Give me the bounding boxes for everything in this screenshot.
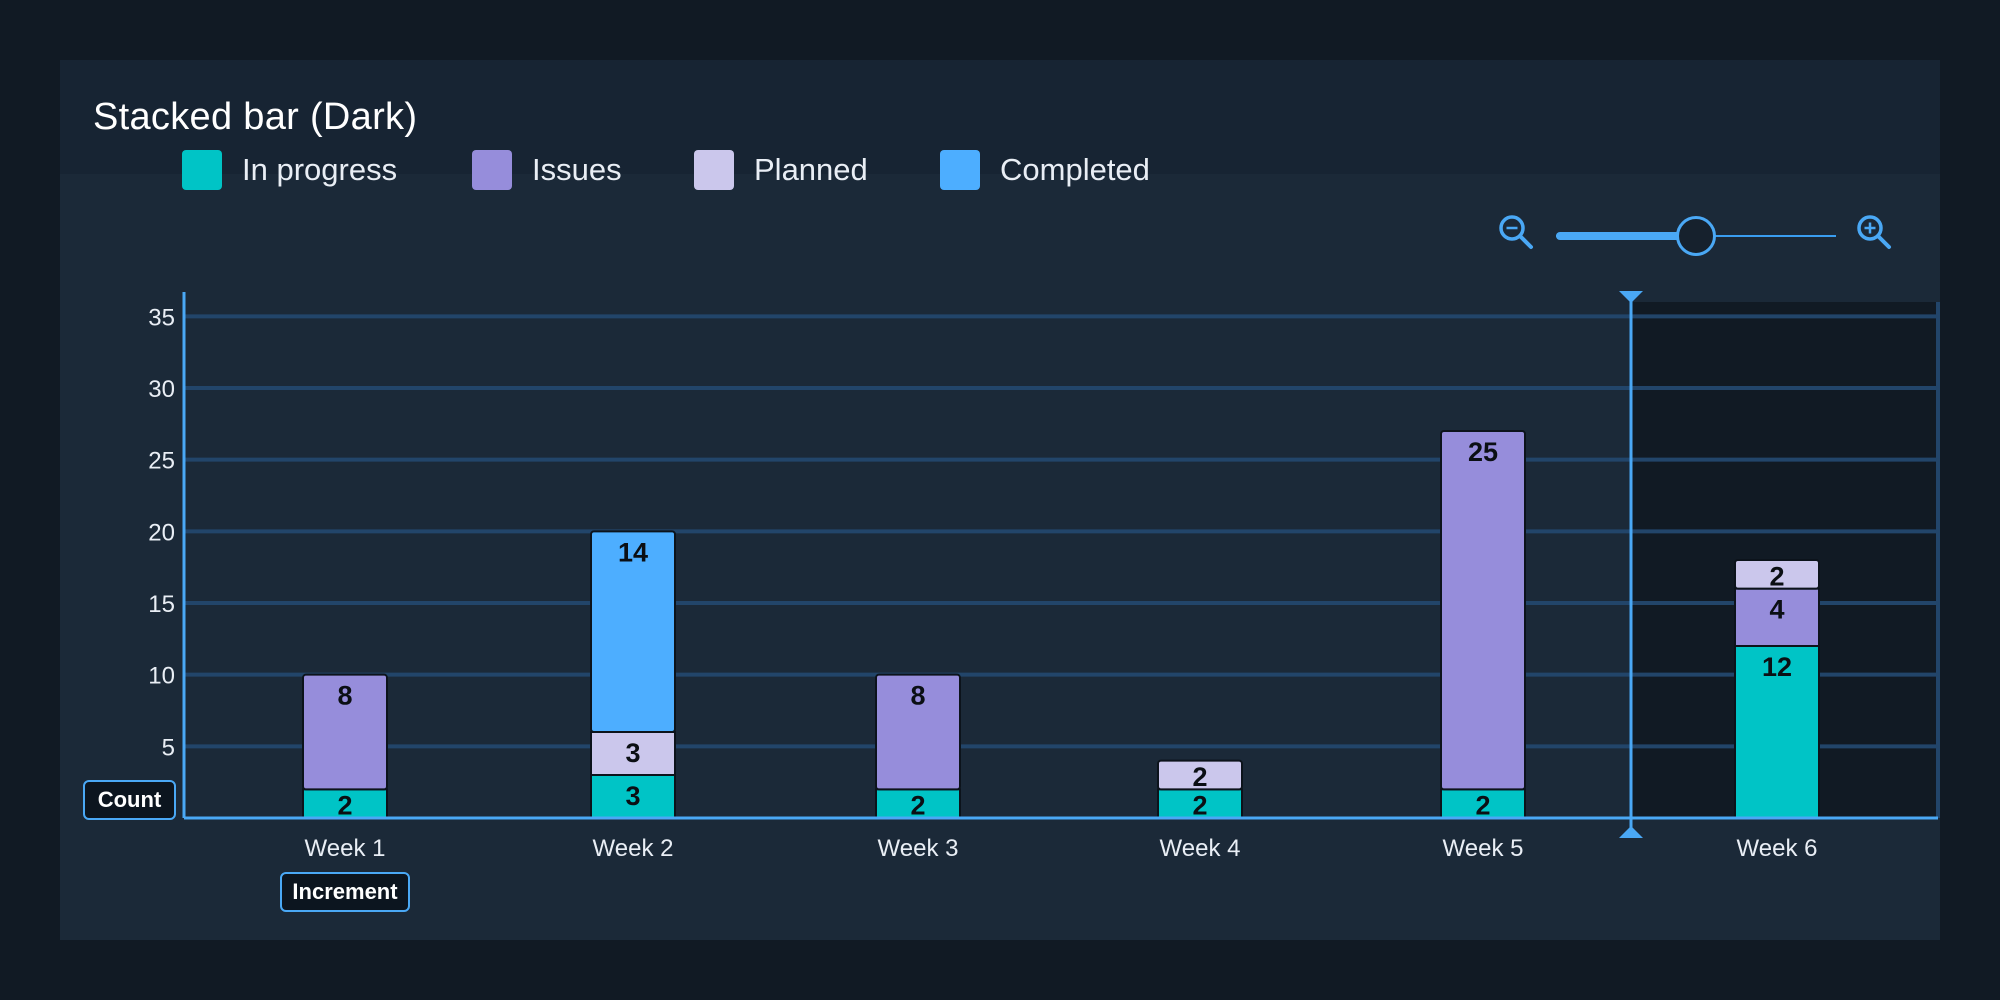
x-tick-label: Week 5 bbox=[1443, 835, 1524, 862]
bar-value-label: 2 bbox=[1475, 791, 1490, 821]
bar-segment bbox=[1440, 788, 1526, 819]
zoom-in-button[interactable] bbox=[1854, 212, 1894, 252]
bar-segment bbox=[590, 530, 676, 733]
bar-value-label: 2 bbox=[1769, 561, 1784, 591]
bar-value-label: 2 bbox=[337, 791, 352, 821]
bar-value-label: 8 bbox=[337, 681, 352, 711]
bar-value-label: 3 bbox=[625, 781, 640, 811]
legend-swatch bbox=[472, 150, 512, 190]
bar-value-label: 4 bbox=[1769, 595, 1784, 625]
x-axis-tag[interactable]: Increment bbox=[280, 872, 410, 912]
legend-label: Planned bbox=[754, 152, 868, 187]
bar-value-label: 2 bbox=[1192, 762, 1207, 792]
x-tick-label: Week 4 bbox=[1160, 835, 1241, 862]
bar-segment bbox=[875, 673, 961, 791]
y-tick-label: 30 bbox=[148, 376, 175, 403]
legend-item-completed[interactable]: Completed bbox=[940, 150, 1150, 190]
zoom-in-icon bbox=[1857, 215, 1891, 249]
y-tick-label: 10 bbox=[148, 663, 175, 690]
legend-swatch bbox=[182, 150, 222, 190]
cursor-top-cap bbox=[1619, 291, 1643, 303]
x-tick-label: Week 2 bbox=[593, 835, 674, 862]
bar-value-label: 12 bbox=[1762, 652, 1792, 682]
bar-value-label: 2 bbox=[1192, 791, 1207, 821]
bar-segment bbox=[302, 673, 388, 791]
zoom-out-icon bbox=[1499, 215, 1533, 249]
bar-value-label: 2 bbox=[910, 791, 925, 821]
legend-item-planned[interactable]: Planned bbox=[694, 150, 868, 190]
y-tick-label: 20 bbox=[148, 519, 175, 546]
y-tick-label: 5 bbox=[162, 734, 175, 761]
legend-label: In progress bbox=[242, 152, 398, 187]
y-tick-label: 35 bbox=[148, 304, 175, 331]
legend-swatch bbox=[694, 150, 734, 190]
y-tick-label: 15 bbox=[148, 591, 175, 618]
bar-segment bbox=[1157, 788, 1243, 819]
zoom-slider-thumb[interactable] bbox=[1676, 216, 1716, 256]
bar-value-label: 3 bbox=[625, 738, 640, 768]
bar-value-label: 14 bbox=[618, 537, 648, 567]
bar-value-label: 25 bbox=[1468, 437, 1498, 467]
bar-segment bbox=[1157, 759, 1243, 791]
legend-item-in-progress[interactable]: In progress bbox=[182, 150, 397, 190]
bar-segment bbox=[1440, 430, 1526, 791]
zoom-slider-fill bbox=[1556, 232, 1696, 240]
bar-segment bbox=[875, 788, 961, 819]
bar-segment bbox=[1734, 645, 1820, 819]
x-tick-label: Week 3 bbox=[878, 835, 959, 862]
bar-segment bbox=[1734, 559, 1820, 590]
legend-swatch bbox=[940, 150, 980, 190]
cursor-bottom-cap bbox=[1619, 826, 1643, 838]
x-tick-label: Week 6 bbox=[1737, 835, 1818, 862]
bar-segment bbox=[590, 731, 676, 776]
bar-value-label: 8 bbox=[910, 681, 925, 711]
card-header: Stacked bar (Dark) bbox=[60, 60, 1940, 174]
y-axis-tag[interactable]: Count bbox=[83, 780, 176, 820]
legend-label: Issues bbox=[532, 152, 622, 187]
page-title: Stacked bar (Dark) bbox=[93, 96, 418, 138]
x-tick-label: Week 1 bbox=[305, 835, 386, 862]
y-tick-label: 25 bbox=[148, 448, 175, 475]
legend-item-issues[interactable]: Issues bbox=[472, 150, 622, 190]
legend-label: Completed bbox=[1000, 152, 1150, 187]
zoom-out-button[interactable] bbox=[1496, 212, 1536, 252]
